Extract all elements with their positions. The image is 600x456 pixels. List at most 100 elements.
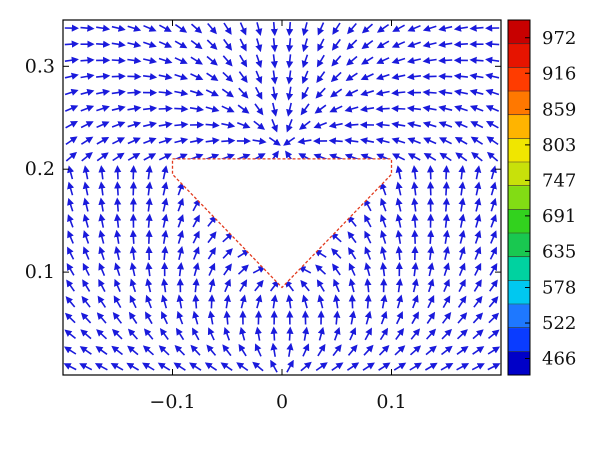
field-arrow [318,55,324,65]
field-arrow [318,72,325,82]
field-arrow [241,329,244,341]
field-arrow [289,87,291,99]
field-arrow [175,364,185,371]
field-arrow [84,265,89,276]
field-arrow [351,313,353,325]
field-arrow [225,281,230,292]
field-arrow [427,314,434,324]
field-arrow [193,200,199,211]
field-arrow [159,75,171,78]
field-arrow [175,140,187,143]
field-arrow [163,184,166,196]
field-arrow [191,364,201,371]
field-arrow [81,76,93,78]
field-arrow [67,298,75,307]
field-arrow [456,27,468,29]
field-arrow [224,346,231,356]
field-arrow [336,313,337,325]
field-arrow [81,122,92,127]
colorbar-segment [508,233,530,257]
field-arrow [363,364,373,371]
field-arrow [191,57,201,63]
field-arrow [380,347,388,356]
field-arrow [67,314,76,322]
field-arrow [442,347,452,354]
field-arrow [366,264,369,276]
field-arrow [379,41,389,47]
colorbar-tick-label: 916 [542,63,576,84]
field-arrow [410,364,420,370]
field-arrow [368,296,369,308]
field-arrow [101,200,103,212]
field-arrow [190,91,202,95]
field-arrow [289,54,290,66]
field-arrow [143,76,155,77]
field-arrow [382,232,386,244]
field-arrow [425,26,436,30]
field-arrow [409,108,421,109]
field-arrow [161,330,168,340]
field-arrow [379,364,389,371]
field-arrow [316,123,327,127]
field-arrow [207,57,216,65]
colorbar-segment [508,304,530,328]
field-arrow [350,329,355,340]
field-arrow [394,59,405,63]
field-arrow [290,329,291,341]
field-arrow [84,248,89,259]
colorbar-tick-label: 522 [542,313,576,334]
field-arrow [289,345,291,357]
field-arrow [194,313,197,325]
field-arrow [238,251,248,257]
field-arrow [194,264,197,276]
field-arrow [490,265,496,275]
field-arrow [491,200,495,211]
field-arrow [159,155,170,160]
field-arrow [144,154,155,160]
field-arrow [239,266,248,274]
y-tick-label: 0.2 [25,158,55,180]
field-arrow [112,76,124,77]
field-arrow [85,232,89,243]
field-arrow [430,248,432,260]
field-arrow [69,232,74,243]
field-arrow [472,107,483,111]
field-arrow [473,314,481,323]
field-arrow [112,27,124,30]
field-arrow [240,39,245,50]
field-arrow [413,297,417,308]
field-arrow [159,42,170,47]
field-arrow [160,347,169,355]
field-arrow [316,251,326,257]
field-arrow [443,297,449,307]
field-arrow [409,76,421,77]
field-arrow [179,248,182,260]
field-arrow [97,364,108,370]
field-arrow [117,232,119,244]
field-arrow [128,139,139,144]
field-arrow [332,72,341,80]
field-arrow [273,103,276,115]
field-arrow [316,364,326,371]
field-arrow [425,123,436,127]
field-arrow [489,331,498,339]
field-arrow [273,297,275,309]
field-arrow [393,124,405,126]
field-arrow [365,216,371,227]
field-arrow [333,265,340,275]
field-arrow [426,154,436,160]
field-arrow [394,155,405,160]
y-tick-label: 0.3 [25,55,55,77]
field-arrow [346,140,358,142]
field-arrow [446,200,447,212]
field-arrow [115,281,120,292]
field-arrow [99,297,106,307]
field-arrow [334,23,341,33]
field-arrow [117,200,118,212]
field-arrow [148,200,150,212]
field-arrow [143,42,154,46]
field-arrow [190,140,202,142]
field-arrow [415,232,416,244]
field-arrow [66,348,76,354]
field-arrow [175,75,186,79]
